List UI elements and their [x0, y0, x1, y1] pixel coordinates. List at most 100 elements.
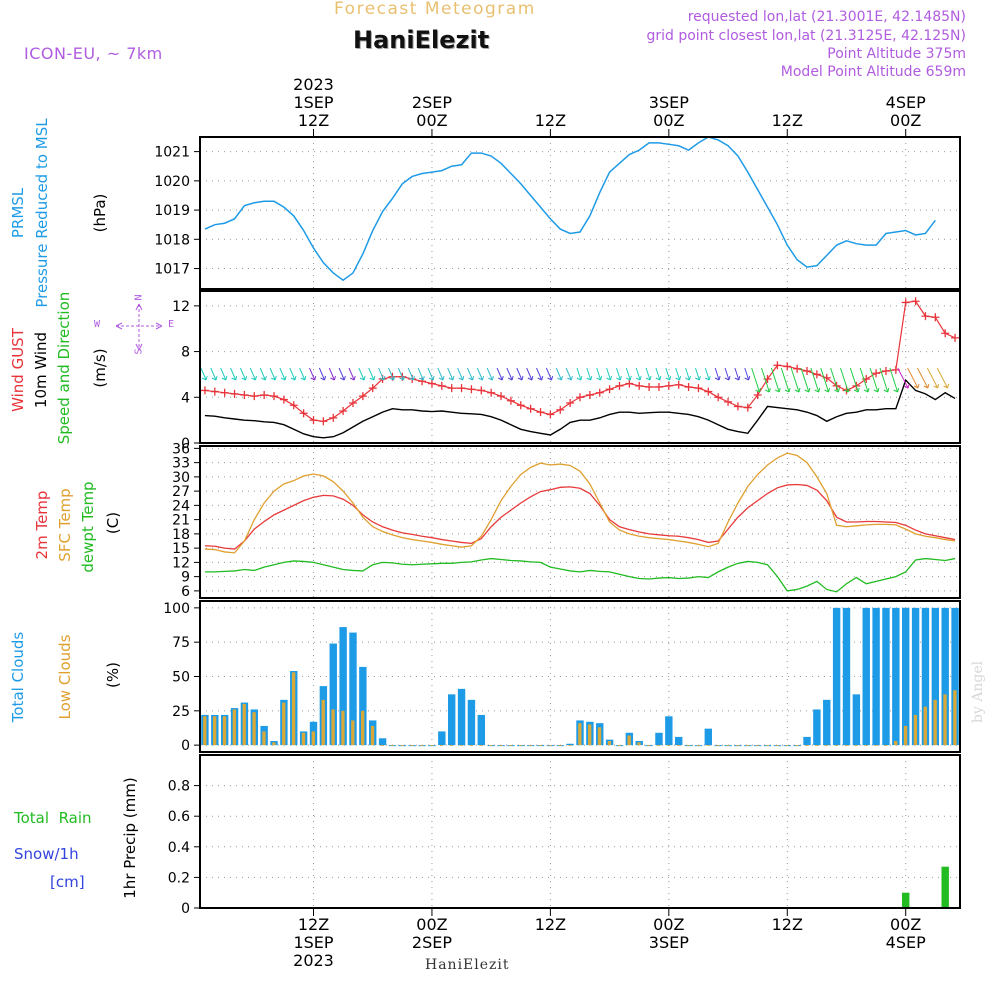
- gust-marker: [941, 329, 950, 338]
- low-cloud-bar: [509, 745, 513, 746]
- gust-marker: [872, 369, 881, 378]
- wind-arrow-head: [704, 375, 711, 381]
- wind-arrow: [625, 367, 631, 381]
- total-cloud-bar: [852, 694, 861, 746]
- wind-arrow-head: [616, 375, 622, 381]
- y-tick-label: 0.8: [168, 779, 190, 795]
- wind-arrow-head: [349, 375, 356, 381]
- gust-marker: [329, 413, 338, 422]
- wind-arrow: [397, 367, 404, 381]
- wind-arrow: [859, 367, 869, 393]
- wind-arrow-head: [943, 383, 950, 389]
- total-cloud-bar: [675, 736, 683, 746]
- compass-w: W: [94, 319, 101, 330]
- wind-arrow-head: [537, 375, 544, 381]
- rain-bar: [902, 892, 910, 908]
- dewpt-line: [204, 557, 956, 593]
- total-cloud-bar: [832, 607, 841, 746]
- gust-marker: [783, 362, 792, 371]
- low-cloud-bar: [607, 741, 612, 746]
- gust-marker: [299, 409, 308, 418]
- y-tick-label: 33: [172, 456, 190, 472]
- wind-arrow-head: [221, 375, 228, 381]
- wind-arrow-head: [438, 375, 445, 381]
- wind-arrow-head: [923, 383, 930, 389]
- wind-arrow-head: [824, 387, 831, 393]
- total-cloud-bar: [329, 643, 337, 746]
- low-cloud-bar: [291, 672, 296, 746]
- low-cloud-bar: [351, 720, 355, 746]
- wind-arrow-head: [714, 375, 721, 381]
- low-cloud-bar: [834, 745, 839, 746]
- y-tick-label: 24: [172, 498, 190, 514]
- wind-arrow: [466, 367, 474, 381]
- low-cloud-bar: [578, 723, 582, 746]
- wind-arrow: [289, 367, 296, 381]
- total-cloud-bar: [339, 627, 347, 746]
- requested-coords: requested lon,lat (21.3001E, 42.1485N): [687, 9, 966, 25]
- low-cloud-bar: [903, 725, 908, 746]
- total-cloud-bar: [477, 714, 485, 746]
- low-cloud-bar: [884, 745, 888, 746]
- wind-arrow: [210, 367, 217, 381]
- y-tick-label: 75: [172, 635, 190, 651]
- station-title: HaniElezit: [353, 26, 490, 54]
- wind-arrow-head: [211, 375, 218, 381]
- wind-arrow-head: [635, 375, 642, 381]
- gust-marker: [951, 333, 960, 342]
- wind-arrow: [318, 367, 326, 381]
- wind-arrow-head: [261, 375, 267, 381]
- low-cloud-bar: [736, 745, 740, 746]
- y-tick-label: 0.2: [168, 870, 190, 886]
- model-altitude: Model Point Altitude 659m: [780, 64, 966, 80]
- low-cloud-bar: [370, 725, 375, 746]
- wind-arrow-head: [320, 375, 327, 381]
- wind-arrow: [849, 367, 859, 393]
- gust-marker: [200, 386, 209, 395]
- wind-arrow: [714, 367, 720, 381]
- y-tick-label: 15: [172, 541, 190, 557]
- wind-arrow-head: [804, 387, 811, 393]
- wind-arrow: [879, 367, 889, 393]
- low-cloud-bar: [222, 716, 227, 746]
- x-tick-label-bottom: 12Z: [772, 915, 803, 934]
- low-cloud-bar: [755, 745, 760, 746]
- wind-arrow-head: [458, 375, 465, 381]
- gust-marker: [931, 313, 940, 322]
- gust-marker: [230, 389, 239, 398]
- low-cloud-bar: [815, 745, 819, 746]
- x-tick-label-top: 00Z: [416, 111, 447, 130]
- wind-arrow: [645, 367, 651, 381]
- low-cloud-bar: [716, 745, 720, 746]
- x-tick-label-bottom: 4SEP: [886, 933, 926, 952]
- low-cloud-bar: [321, 699, 325, 746]
- gust-marker: [210, 387, 219, 396]
- panel-frame: [199, 136, 961, 290]
- wind-arrow: [358, 367, 365, 381]
- x-tick-label-bottom: 2SEP: [412, 933, 452, 952]
- wind-arrow-head: [873, 387, 880, 393]
- y-tick-label: 1019: [154, 203, 190, 219]
- wind-arrow: [655, 367, 661, 381]
- low-cloud-bar: [311, 731, 315, 746]
- low-cloud-bar: [558, 745, 562, 746]
- gust-marker: [339, 407, 348, 415]
- x-tick-label-bottom: 00Z: [416, 915, 447, 934]
- gust-marker: [546, 410, 555, 419]
- wind-arrow-head: [488, 375, 494, 381]
- gust-marker: [724, 397, 733, 406]
- wind-arrow-head: [685, 375, 691, 381]
- wind-arrow: [800, 367, 810, 393]
- gust-marker: [437, 381, 446, 390]
- gust-marker: [595, 388, 604, 397]
- wind-arrow: [259, 367, 266, 381]
- gust-marker: [615, 381, 624, 390]
- chart-subtitle: Forecast Meteogram: [334, 0, 536, 19]
- wind-arrow-head: [478, 375, 484, 381]
- wind-arrow: [780, 367, 790, 393]
- low-cloud-bar: [597, 727, 602, 746]
- wind-arrow-head: [655, 375, 662, 381]
- gust-marker: [694, 384, 703, 393]
- total-cloud-bar: [566, 743, 574, 746]
- wind-arrow: [685, 367, 690, 381]
